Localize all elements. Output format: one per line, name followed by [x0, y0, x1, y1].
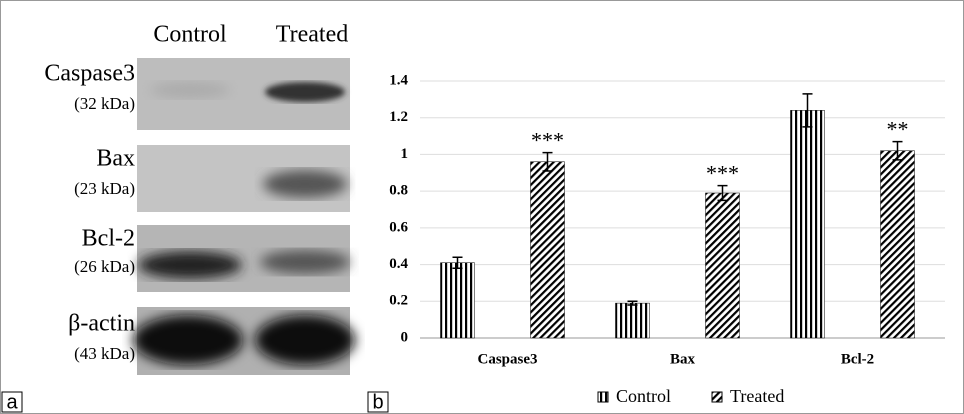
panel-label: a	[6, 391, 18, 413]
bar	[441, 263, 475, 338]
blot-row-size: (32 kDa)	[74, 94, 135, 113]
panel-label: b	[372, 391, 383, 413]
blot-row-size: (43 kDa)	[74, 344, 135, 363]
x-tick-label: Caspase3	[477, 351, 537, 367]
x-tick-label: Bax	[670, 351, 696, 367]
y-tick-label: 1	[401, 146, 409, 162]
significance: **	[887, 117, 909, 142]
legend-label: Control	[616, 386, 671, 406]
blot-column: Treated	[276, 22, 348, 48]
y-tick-label: 1.4	[389, 72, 408, 88]
legend-label: Treated	[730, 386, 784, 406]
x-tick-label: Bcl-2	[841, 351, 874, 367]
blot-row-name: Bcl-2	[82, 226, 135, 252]
significance: ***	[706, 161, 739, 186]
bar	[706, 193, 740, 338]
blot-row-name: Bax	[96, 146, 135, 172]
blot-row-name: Caspase3	[44, 61, 135, 87]
significance: ***	[531, 128, 564, 153]
y-tick-label: 0.6	[389, 219, 408, 235]
y-tick-label: 0.4	[389, 256, 408, 272]
blot-row-name: β-actin	[68, 311, 135, 337]
blot-column: Control	[153, 22, 227, 48]
blot-row-size: (23 kDa)	[74, 179, 135, 198]
bar	[881, 151, 915, 338]
legend-swatch	[712, 392, 722, 402]
bar	[791, 110, 825, 338]
y-tick-label: 1.2	[389, 109, 408, 125]
bar	[531, 162, 565, 338]
blot-row-size: (26 kDa)	[74, 257, 135, 276]
y-tick-label: 0.2	[389, 293, 408, 309]
legend-swatch	[598, 392, 608, 402]
figure: Control Treated a b Caspase3 (32 kDa) Bax (…	[0, 0, 964, 414]
bar	[616, 303, 650, 338]
y-tick-label: 0	[401, 329, 409, 345]
y-tick-label: 0.8	[389, 183, 408, 199]
